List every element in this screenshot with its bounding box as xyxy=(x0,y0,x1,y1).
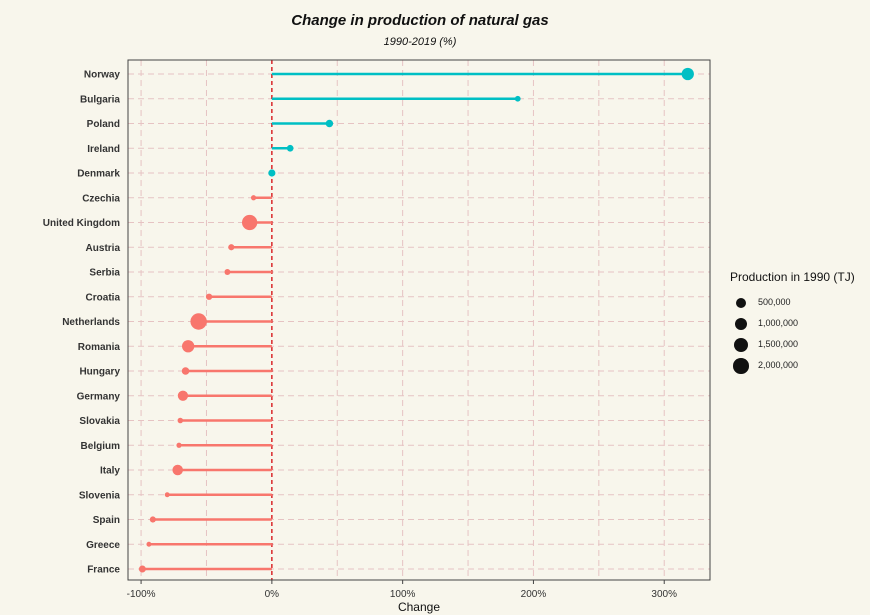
y-tick-label: Slovenia xyxy=(79,490,121,501)
lollipop-point xyxy=(250,195,257,201)
x-tick-label: 300% xyxy=(651,589,677,600)
y-tick-label: Slovakia xyxy=(79,416,120,427)
y-tick-label: Spain xyxy=(93,515,120,526)
legend-dot xyxy=(733,358,749,374)
chart-legend: Production in 1990 (TJ) 500,000 1,000,00… xyxy=(730,270,870,378)
lollipop-point xyxy=(146,541,152,547)
x-tick-label: 100% xyxy=(390,589,416,600)
lollipop-point xyxy=(149,516,156,523)
lollipop-point xyxy=(241,214,258,231)
lollipop-point xyxy=(182,340,195,353)
legend-item: 2,000,000 xyxy=(730,357,870,378)
lollipop-point xyxy=(286,144,294,152)
lollipop-point xyxy=(205,293,213,300)
legend-label: 2,000,000 xyxy=(758,360,799,370)
y-tick-label: Austria xyxy=(86,243,121,254)
y-tick-label: Italy xyxy=(100,466,120,477)
y-tick-label: Ireland xyxy=(87,144,120,155)
lollipop-point xyxy=(325,119,334,128)
lollipop-point xyxy=(190,313,207,330)
lollipop-point xyxy=(177,390,189,401)
y-tick-label: Germany xyxy=(77,391,121,402)
y-tick-label: Croatia xyxy=(86,292,121,303)
x-axis-label: Change xyxy=(398,600,440,614)
legend-item: 500,000 xyxy=(730,294,870,315)
y-tick-label: United Kingdom xyxy=(43,218,120,229)
lollipop-point xyxy=(172,464,183,476)
legend-dot xyxy=(734,317,748,331)
lollipop-point xyxy=(164,492,170,498)
x-tick-label: 200% xyxy=(521,589,547,600)
lollipop-point xyxy=(181,367,190,375)
y-tick-label: France xyxy=(87,565,120,576)
legend-item: 1,000,000 xyxy=(730,315,870,336)
lollipop-point xyxy=(681,67,694,81)
legend-title: Production in 1990 (TJ) xyxy=(730,270,855,284)
lollipop-point xyxy=(177,417,184,424)
lollipop-point xyxy=(268,169,276,177)
y-tick-label: Serbia xyxy=(89,268,120,279)
y-tick-label: Netherlands xyxy=(62,317,120,328)
legend-label: 1,000,000 xyxy=(758,318,799,328)
legend-dot xyxy=(736,298,746,308)
y-tick-label: Belgium xyxy=(81,441,121,452)
y-tick-label: Bulgaria xyxy=(80,94,120,105)
lollipop-point xyxy=(228,244,235,251)
chart-title: Change in production of natural gas xyxy=(291,12,549,29)
y-tick-label: Hungary xyxy=(79,367,120,378)
x-tick-label: -100% xyxy=(127,589,156,600)
y-tick-label: Romania xyxy=(78,342,121,353)
y-tick-label: Poland xyxy=(87,119,120,130)
legend-label: 500,000 xyxy=(758,297,791,307)
lollipop-point xyxy=(138,565,146,573)
plot-frame xyxy=(127,59,711,581)
legend-item: 1,500,000 xyxy=(730,336,870,357)
legend-dot xyxy=(733,337,749,353)
y-tick-label: Czechia xyxy=(82,193,120,204)
plot-background xyxy=(128,60,710,580)
x-tick-label: 0% xyxy=(265,589,280,600)
legend-label: 1,500,000 xyxy=(758,339,799,349)
lollipop-point xyxy=(514,95,521,102)
y-tick-label: Greece xyxy=(86,540,120,551)
y-tick-label: Norway xyxy=(84,70,121,81)
y-tick-label: Denmark xyxy=(77,169,120,180)
lollipop-point xyxy=(224,269,231,275)
lollipop-point xyxy=(176,442,182,448)
chart-subtitle: 1990-2019 (%) xyxy=(383,36,457,48)
